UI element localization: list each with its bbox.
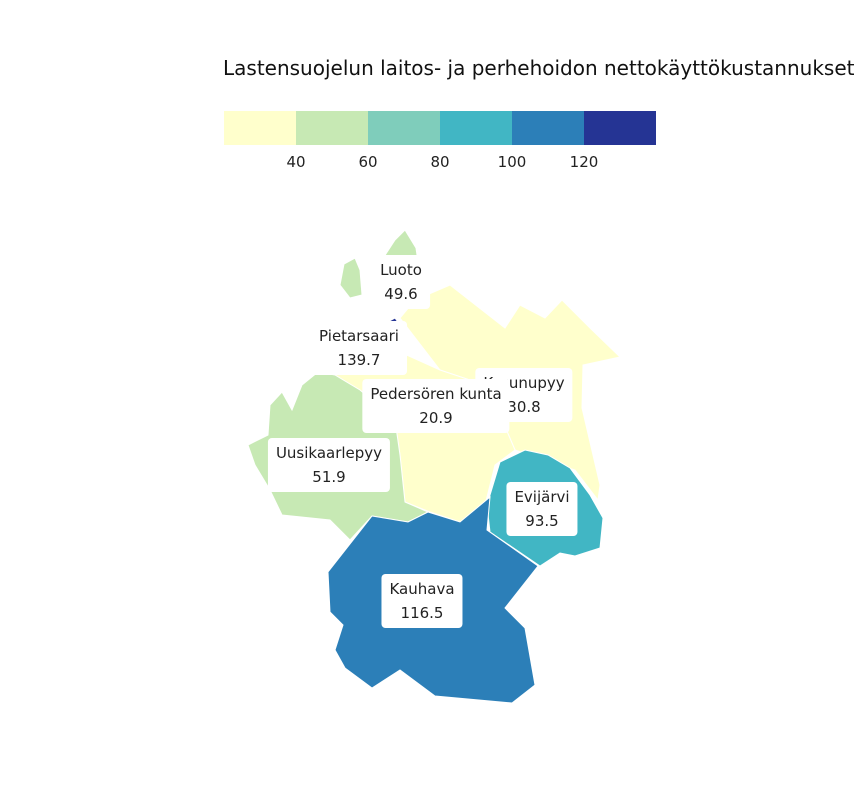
legend-tick: 100	[497, 153, 527, 171]
region-name: Pedersören kunta	[370, 385, 502, 403]
map-label-pietarsaari: Pietarsaari 139.7	[311, 321, 407, 375]
legend-swatch	[368, 111, 440, 145]
legend-tick: 60	[358, 153, 378, 171]
legend-swatch	[224, 111, 296, 145]
region-name: Evijärvi	[514, 488, 570, 506]
region-luoto[interactable]	[339, 257, 363, 299]
legend-swatch	[584, 111, 656, 145]
legend-tick: 120	[569, 153, 599, 171]
color-legend	[224, 111, 656, 145]
map-label-kauhava: Kauhava 116.5	[381, 574, 463, 628]
region-value: 51.9	[312, 468, 346, 486]
region-value: 116.5	[400, 604, 444, 622]
legend-ticks: 40 60 80 100 120	[224, 153, 656, 175]
legend-tick: 80	[430, 153, 450, 171]
map-label-evijarvi: Evijärvi 93.5	[506, 482, 578, 536]
map-label-luoto: Luoto 49.6	[372, 255, 430, 309]
region-value: 20.9	[419, 409, 453, 427]
region-value: 30.8	[507, 398, 541, 416]
legend-tick: 40	[286, 153, 306, 171]
region-value: 139.7	[337, 351, 381, 369]
legend-swatch	[440, 111, 512, 145]
region-value: 93.5	[525, 512, 559, 530]
map-label-uusikaarlepyy: Uusikaarlepyy 51.9	[267, 438, 391, 492]
map-title: Lastensuojelun laitos- ja perhehoidon ne…	[223, 56, 855, 80]
region-name: Luoto	[380, 261, 422, 279]
map-label-pedersore: Pedersören kunta 20.9	[362, 379, 510, 433]
region-name: Uusikaarlepyy	[275, 444, 383, 462]
region-value: 49.6	[384, 285, 418, 303]
legend-swatch	[512, 111, 584, 145]
region-name: Kauhava	[389, 580, 455, 598]
legend-swatch	[296, 111, 368, 145]
region-name: Pietarsaari	[319, 327, 399, 345]
